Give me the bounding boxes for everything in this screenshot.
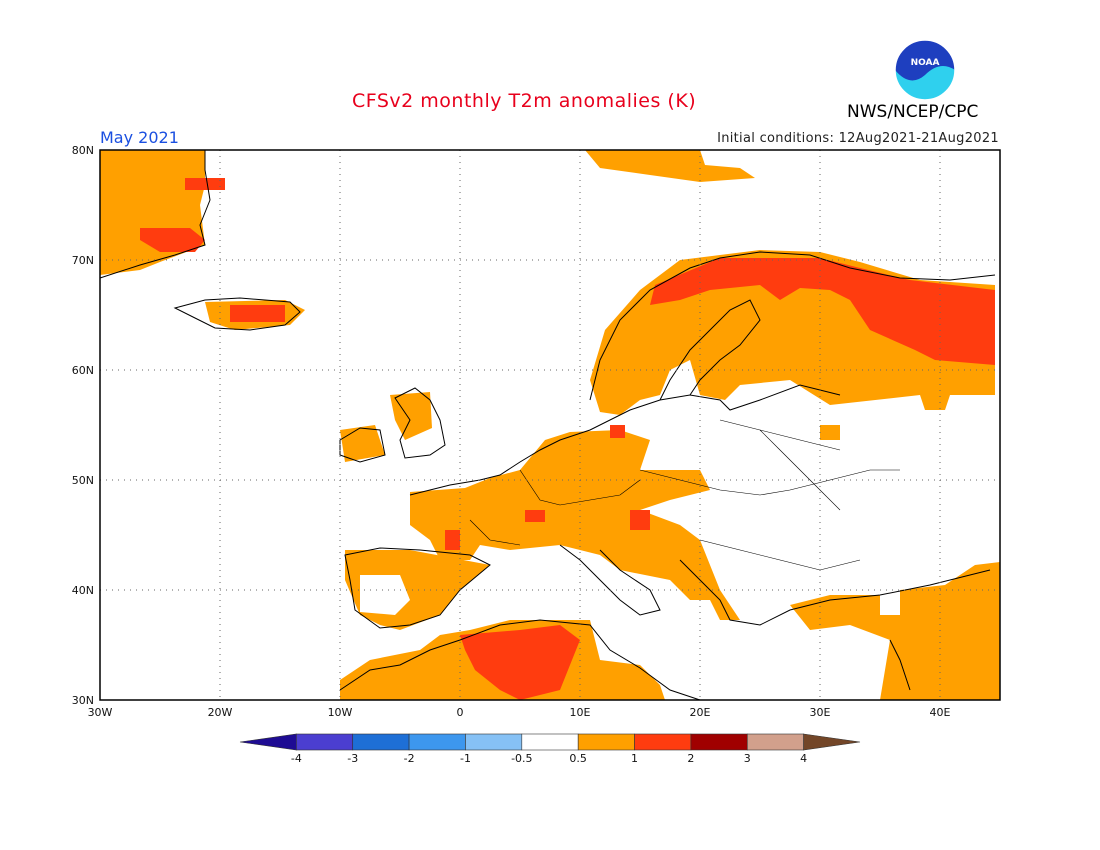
colorbar-tick-label: 2 — [687, 752, 694, 765]
colorbar-swatch — [521, 733, 579, 751]
lat-label: 70N — [72, 254, 94, 267]
colorbar-swatch — [634, 733, 692, 751]
colorbar-tick-label: 4 — [800, 752, 807, 765]
colorbar: -4 -3 -2 -1 -0.5 0.5 1 2 3 4 — [239, 733, 861, 765]
lon-label: 40E — [930, 706, 951, 719]
initial-conditions-label: Initial conditions: 12Aug2021-21Aug2021 — [717, 131, 999, 146]
lat-label: 40N — [72, 584, 94, 597]
colorbar-swatch — [690, 733, 748, 751]
lon-label: 20W — [208, 706, 233, 719]
colorbar-swatch — [746, 733, 804, 751]
lon-label: 10W — [328, 706, 353, 719]
colorbar-tick-label: -2 — [404, 752, 415, 765]
graticule — [100, 150, 1000, 700]
map-area — [99, 149, 1001, 701]
colorbar-tick-label: -3 — [347, 752, 358, 765]
map-title: CFSv2 monthly T2m anomalies (K) — [352, 90, 697, 112]
colorbar-tick-label: 3 — [744, 752, 751, 765]
lat-label: 50N — [72, 474, 94, 487]
colorbar-tick-label: 1 — [631, 752, 638, 765]
month-label: May 2021 — [100, 128, 179, 147]
colorbar-swatch — [296, 733, 354, 751]
colorbar-swatch — [577, 733, 635, 751]
longitude-labels: 30W 20W 10W 0 10E 20E 30E 40E — [88, 706, 951, 719]
anomaly-shading — [100, 150, 1000, 700]
colorbar-tick-label: 0.5 — [569, 752, 587, 765]
lon-label: 30E — [810, 706, 831, 719]
noaa-logo-icon: NOAA — [894, 39, 956, 101]
colorbar-swatch — [408, 733, 466, 751]
colorbar-swatch — [803, 733, 861, 751]
logo-text: NOAA — [911, 58, 940, 68]
colorbar-tick-label: -0.5 — [511, 752, 532, 765]
lon-label: 10E — [570, 706, 591, 719]
colorbar-swatch — [465, 733, 523, 751]
lon-label: 0 — [457, 706, 464, 719]
lat-label: 60N — [72, 364, 94, 377]
agency-label: NWS/NCEP/CPC — [847, 102, 979, 122]
lon-label: 20E — [690, 706, 711, 719]
lat-label: 80N — [72, 144, 94, 157]
lat-label: 30N — [72, 694, 94, 707]
colorbar-tick-label: -4 — [291, 752, 302, 765]
latitude-labels: 80N 70N 60N 50N 40N 30N — [72, 144, 94, 707]
colorbar-swatch — [239, 733, 297, 751]
colorbar-tick-label: -1 — [460, 752, 471, 765]
colorbar-swatch — [352, 733, 410, 751]
lon-label: 30W — [88, 706, 113, 719]
